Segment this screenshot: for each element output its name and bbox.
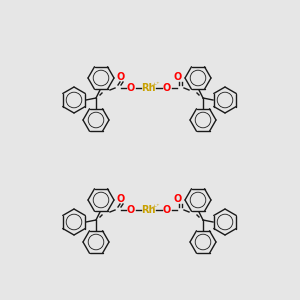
Text: +⁺: +⁺ <box>152 205 160 209</box>
Text: O: O <box>127 205 135 215</box>
Text: O: O <box>117 194 125 204</box>
Text: O: O <box>163 83 171 93</box>
Text: O: O <box>174 194 182 204</box>
Text: O: O <box>117 72 125 82</box>
Text: O: O <box>127 83 135 93</box>
Text: O: O <box>174 72 182 82</box>
Text: Rh: Rh <box>141 83 155 93</box>
Text: O: O <box>163 205 171 215</box>
Text: +⁺: +⁺ <box>152 82 160 88</box>
Text: Rh: Rh <box>141 205 155 215</box>
